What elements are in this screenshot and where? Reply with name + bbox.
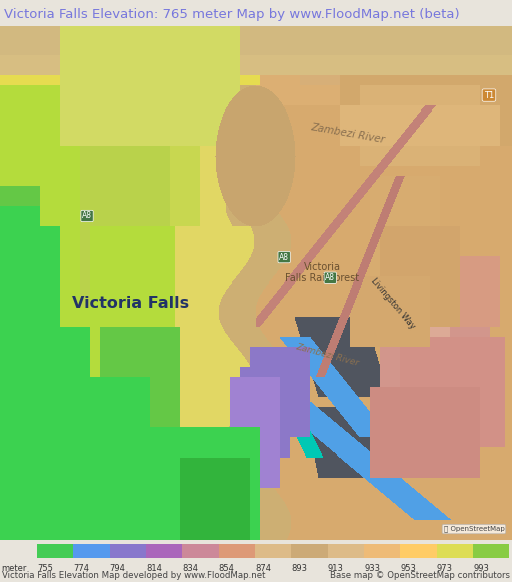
- Text: 814: 814: [146, 565, 162, 573]
- Text: 893: 893: [291, 565, 307, 573]
- Bar: [37, 544, 73, 558]
- Text: 973: 973: [437, 565, 453, 573]
- Text: 993: 993: [473, 565, 489, 573]
- Text: Victoria Falls Elevation Map developed by www.FloodMap.net: Victoria Falls Elevation Map developed b…: [2, 571, 265, 580]
- Text: Livingston Way: Livingston Way: [369, 276, 417, 331]
- Bar: [219, 544, 255, 558]
- Bar: [473, 544, 509, 558]
- Text: 834: 834: [182, 565, 198, 573]
- Text: A8: A8: [279, 253, 289, 262]
- Bar: [110, 544, 146, 558]
- Text: A8: A8: [82, 211, 92, 221]
- Text: Zambezi River: Zambezi River: [310, 122, 386, 145]
- Bar: [255, 544, 291, 558]
- Text: 🔍 OpenStreetMap: 🔍 OpenStreetMap: [443, 526, 504, 533]
- Text: A8: A8: [325, 273, 335, 282]
- Bar: [437, 544, 473, 558]
- Bar: [328, 544, 364, 558]
- Bar: [400, 544, 437, 558]
- Text: 774: 774: [73, 565, 89, 573]
- Text: 874: 874: [255, 565, 271, 573]
- Text: Victoria Falls: Victoria Falls: [72, 296, 189, 311]
- Text: Victoria
Falls Rainforest: Victoria Falls Rainforest: [286, 262, 359, 283]
- Text: 953: 953: [400, 565, 416, 573]
- Text: Victoria Falls Elevation: 765 meter Map by www.FloodMap.net (beta): Victoria Falls Elevation: 765 meter Map …: [4, 8, 460, 20]
- Bar: [364, 544, 400, 558]
- Text: 933: 933: [364, 565, 380, 573]
- Bar: [291, 544, 328, 558]
- Text: T1: T1: [484, 91, 494, 100]
- Text: 913: 913: [328, 565, 344, 573]
- Bar: [146, 544, 182, 558]
- Text: Zambezi River: Zambezi River: [295, 342, 360, 368]
- Text: meter: meter: [2, 565, 27, 573]
- Text: 794: 794: [110, 565, 125, 573]
- Text: 755: 755: [37, 565, 53, 573]
- Bar: [182, 544, 219, 558]
- Text: Base map © OpenStreetMap contributors: Base map © OpenStreetMap contributors: [330, 571, 510, 580]
- Bar: [73, 544, 110, 558]
- Text: 854: 854: [219, 565, 234, 573]
